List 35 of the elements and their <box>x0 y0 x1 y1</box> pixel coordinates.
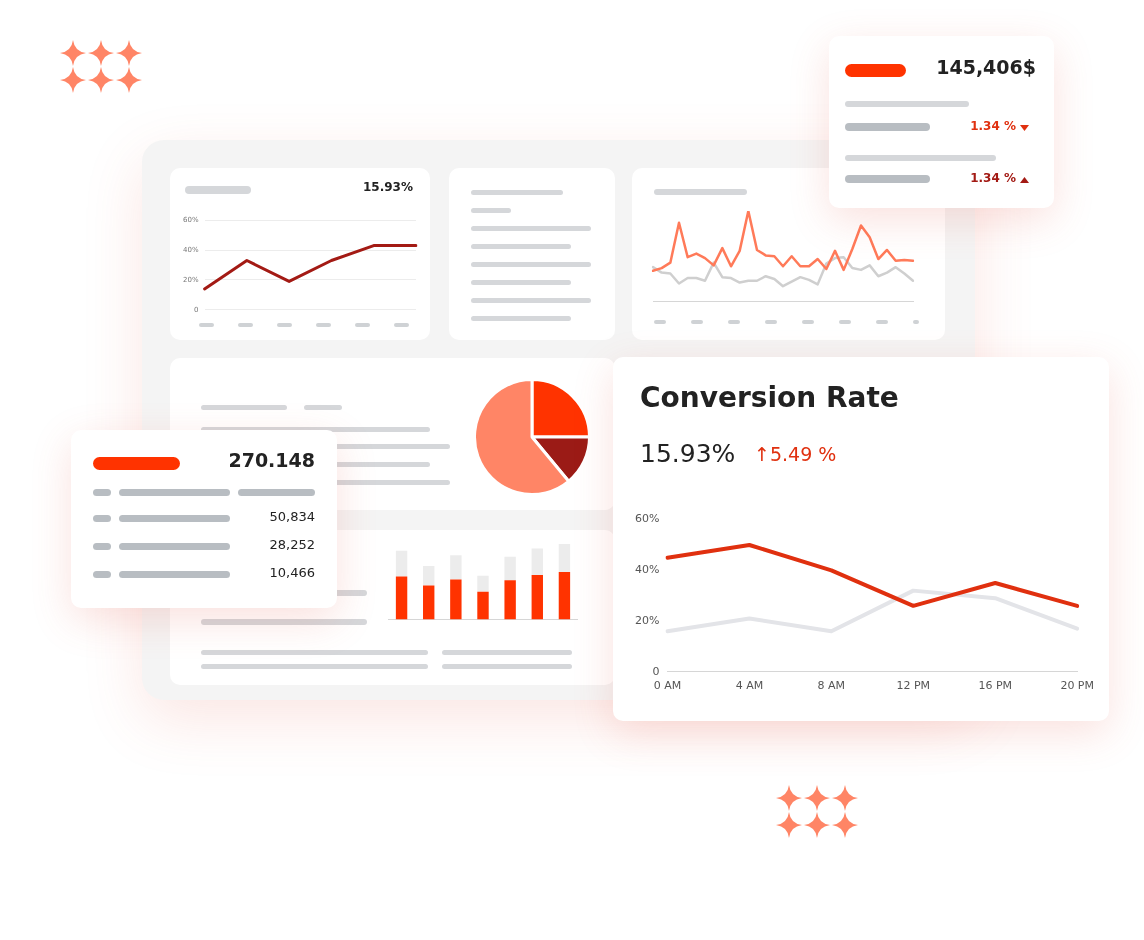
bar <box>477 575 489 592</box>
text: 15.93% <box>362 180 413 194</box>
bar <box>531 575 543 620</box>
bar <box>504 556 516 581</box>
y-tick-label: 60% <box>635 512 660 526</box>
x-tick-label: 4 AM <box>735 679 764 693</box>
bar <box>423 565 435 586</box>
bar <box>450 555 462 580</box>
x-tick-label: 8 AM <box>817 679 846 693</box>
bar <box>504 580 516 620</box>
y-tick-label: 40% <box>635 563 660 577</box>
text: 50,834 <box>268 509 315 524</box>
bar <box>558 571 571 620</box>
text: 145,406$ <box>935 56 1036 78</box>
bar <box>450 579 462 620</box>
x-tick-label: 16 PM <box>978 679 1013 693</box>
text: ↑5.49 % <box>754 443 837 465</box>
x-tick-label: 20 PM <box>1060 679 1094 693</box>
y-tick-label: 20% <box>635 613 660 627</box>
bar <box>395 550 408 577</box>
chart-title: Conversion Rate <box>640 381 899 414</box>
text: 10,466 <box>268 565 315 580</box>
bar <box>477 591 489 620</box>
x-tick-label: 0 AM <box>653 679 682 693</box>
text: 1.34 % <box>969 119 1016 133</box>
text: 1.34 % <box>969 171 1016 185</box>
bar <box>558 544 571 572</box>
chart-subtitle: 15.93% <box>640 439 736 468</box>
bar <box>531 548 543 575</box>
bar <box>395 576 408 620</box>
bar <box>423 585 435 620</box>
text: 270.148 <box>227 449 315 471</box>
text: 28,252 <box>268 537 315 552</box>
y-tick-label: 0 <box>652 664 660 678</box>
x-tick-label: 12 PM <box>896 679 931 693</box>
